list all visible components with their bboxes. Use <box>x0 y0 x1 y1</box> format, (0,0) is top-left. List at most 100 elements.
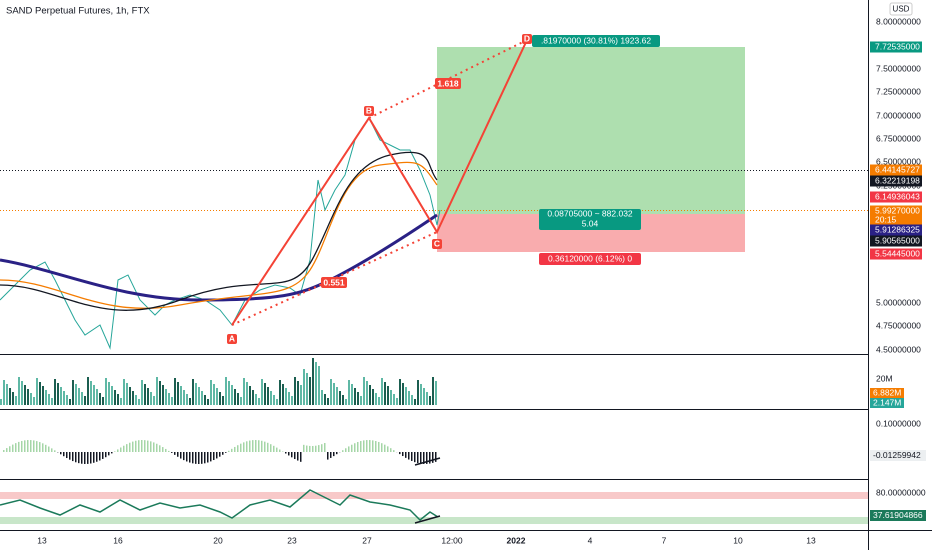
volume-bar <box>363 377 365 405</box>
volume-bar <box>201 391 203 405</box>
oscillator-bar <box>132 441 134 452</box>
oscillator-bar <box>342 450 344 452</box>
volume-bar <box>90 381 92 405</box>
oscillator-bar <box>417 452 419 464</box>
price-badge <box>870 248 922 260</box>
pattern-ratio-line <box>231 231 438 326</box>
oscillator-bar <box>9 446 11 452</box>
volume-bar <box>108 382 110 405</box>
oscillator-bar <box>84 452 86 464</box>
volume-bar <box>156 377 158 405</box>
oscillator-bar <box>384 444 386 452</box>
price-tick-label: 4.50000000 <box>876 344 921 354</box>
volume-bar <box>33 397 35 405</box>
oscillator-bar <box>210 452 212 462</box>
volume-bar <box>189 398 191 405</box>
volume-bar <box>276 399 278 405</box>
volume-bar <box>315 362 317 405</box>
oscillator-bar <box>51 448 53 452</box>
volume-bar <box>336 387 338 405</box>
volume-bar <box>384 382 386 405</box>
oscillator-bar <box>153 442 155 452</box>
volume-bar <box>126 383 128 405</box>
volume-bar <box>105 378 107 405</box>
oscillator-bar <box>354 443 356 452</box>
volume-badge <box>870 388 904 398</box>
time-tick-label: 4 <box>588 535 593 545</box>
volume-bar <box>234 389 236 405</box>
oscillator-bar <box>402 452 404 457</box>
volume-bar <box>273 395 275 405</box>
oscillator-bar <box>63 452 65 457</box>
oscillator-bar <box>180 452 182 459</box>
volume-bar <box>120 398 122 405</box>
oscillator-bar <box>201 452 203 464</box>
volume-bar <box>267 387 269 405</box>
volume-bar <box>429 396 431 405</box>
volume-bar <box>294 377 296 405</box>
oscillator-bar <box>135 440 137 452</box>
oscillator-bar <box>357 442 359 452</box>
oscillator-bar <box>216 452 218 459</box>
time-tick-label: 7 <box>662 535 667 545</box>
price-badge-label: 7.72535000 <box>875 41 920 51</box>
oscillator-bar <box>219 452 221 457</box>
oscillator-bar <box>255 440 257 452</box>
volume-bar <box>18 377 20 405</box>
volume-bar <box>138 399 140 405</box>
volume-bar <box>84 396 86 405</box>
oscillator-bar <box>279 449 281 452</box>
volume-bar <box>36 378 38 405</box>
volume-bar <box>213 384 215 405</box>
rsi-badge <box>870 510 926 521</box>
oscillator-bar <box>330 452 332 458</box>
volume-bar <box>219 392 221 405</box>
oscillator-bar <box>111 452 113 454</box>
volume-bar <box>180 386 182 405</box>
volume-bar <box>342 395 344 405</box>
moving-average <box>0 213 438 302</box>
volume-bar <box>69 399 71 405</box>
point-label: C <box>434 238 440 248</box>
volume-bar <box>285 388 287 405</box>
volume-bar <box>339 391 341 405</box>
oscillator-bar <box>93 452 95 463</box>
entry-label-bg <box>539 209 641 230</box>
oscillator-bar <box>273 445 275 452</box>
volume-bar <box>420 384 422 405</box>
oscillator-bar <box>177 452 179 457</box>
rsi-line <box>0 489 439 522</box>
volume-bar <box>165 389 167 405</box>
oscillator-bar <box>261 440 263 452</box>
oscillator-bar <box>48 446 50 452</box>
volume-bar <box>309 377 311 405</box>
volume-bar <box>54 379 56 405</box>
oscillator-bar <box>324 443 326 452</box>
volume-bar <box>411 395 413 405</box>
oscillator-bar <box>225 452 227 453</box>
volume-bar <box>93 385 95 405</box>
volume-bar <box>15 396 17 405</box>
price-badge-label: 6.44145727 <box>875 164 920 174</box>
oscillator-bar <box>123 445 125 452</box>
pattern-points: A B C D 1.618 0.551 <box>227 33 532 344</box>
oscillator-bar <box>276 447 278 452</box>
oscillator-bar <box>168 450 170 452</box>
volume-bar <box>435 381 437 405</box>
volume-bar <box>321 390 323 405</box>
oscillator-bar <box>360 441 362 452</box>
oscillator-bar <box>222 452 224 455</box>
volume-bar <box>162 385 164 405</box>
oscillator-bar <box>378 441 380 452</box>
price-badge <box>870 214 922 226</box>
volume-bar <box>96 389 98 405</box>
oscillator-bar <box>249 440 251 452</box>
oscillator-bar <box>228 450 230 452</box>
volume-bar <box>351 384 353 405</box>
oscillator-bar <box>231 448 233 452</box>
volume-bar <box>228 381 230 405</box>
oscillator-bar <box>6 448 8 452</box>
volume-bar <box>51 398 53 405</box>
volume-bar <box>375 393 377 405</box>
stop-label-bg <box>539 253 641 265</box>
